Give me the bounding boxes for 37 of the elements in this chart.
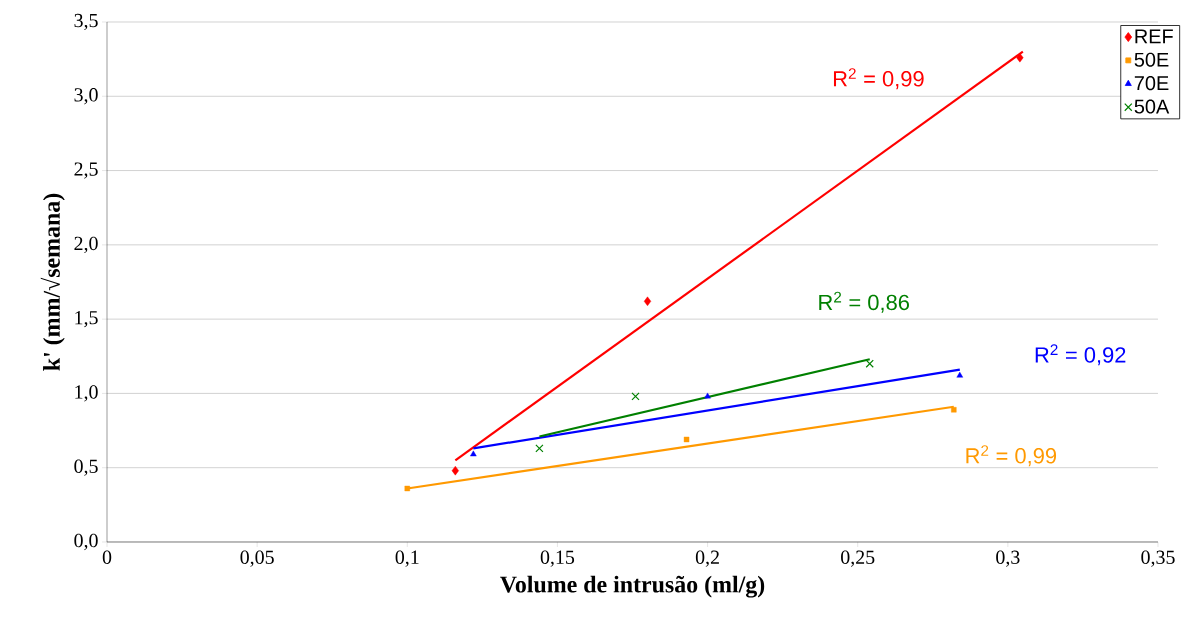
y-tick-label: 2,5: [74, 162, 98, 179]
point: [535, 444, 544, 453]
point: [470, 450, 477, 457]
x-tick-label: 0,2: [695, 550, 719, 567]
legend-label: 70E: [1134, 76, 1169, 91]
x-axis-title: Volume de intrusão (ml/g): [500, 575, 765, 598]
annotation: R$^{2}$ = 0,92: [1035, 344, 1126, 366]
x-tick-label: 0,15: [540, 550, 575, 567]
y-tick-label: 3,0: [74, 88, 98, 105]
annotation: R$^{2}$ = 0,99: [833, 68, 924, 90]
annotation: R$^{2}$ = 0,99: [966, 445, 1057, 467]
point: [704, 392, 711, 399]
x-tick-label: 0,25: [841, 550, 875, 567]
x-tick-label: 0: [102, 550, 112, 564]
point: [631, 392, 640, 401]
point: [404, 485, 410, 492]
point: [451, 465, 459, 476]
point: [643, 296, 652, 306]
y-tick-label: 2,0: [74, 236, 98, 253]
y-tick-label: 0,0: [74, 533, 98, 551]
point: [865, 359, 874, 368]
y-tick-label: 0,5: [74, 459, 98, 476]
point: [951, 407, 957, 413]
x-tick-label: 0,3: [996, 550, 1020, 567]
legend-label: REF: [1135, 29, 1173, 44]
x-tick-label: 0,1: [395, 550, 419, 567]
annotation: R$^{2}$ = 0,86: [819, 291, 909, 313]
legend-label: 50A: [1134, 99, 1170, 114]
x-tick-label: 0,35: [1141, 550, 1175, 567]
x-tick-label: 0,05: [240, 550, 274, 567]
y-tick-label: 3,5: [74, 13, 98, 31]
point: [683, 436, 690, 443]
legend-label: 50E: [1134, 52, 1169, 67]
point: [956, 371, 964, 378]
y-tick-label: 1,0: [75, 385, 98, 402]
y-tick-label: 1,5: [75, 311, 98, 328]
y-axis-title: k' (mm/√semana): [40, 193, 65, 371]
